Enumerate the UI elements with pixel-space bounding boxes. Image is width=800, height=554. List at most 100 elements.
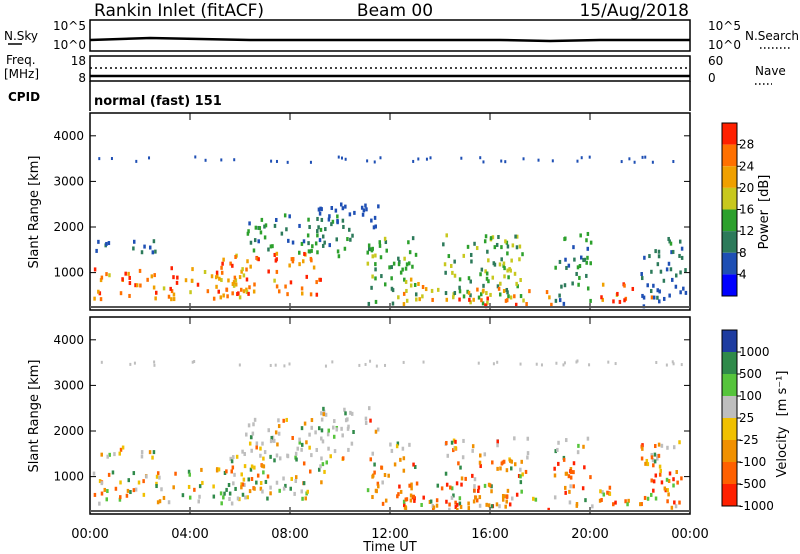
velocity-cell: [300, 489, 304, 494]
power-cell: [238, 275, 242, 280]
power-cell: [623, 283, 626, 288]
velocity-cell: [368, 406, 371, 411]
velocity-cell: [105, 497, 109, 502]
velocity-cell: [271, 438, 275, 443]
velocity-cell: [371, 451, 375, 456]
power-cell: [525, 302, 528, 307]
power-cell: [572, 245, 575, 250]
power-cell: [516, 284, 519, 289]
power-cell: [447, 254, 451, 259]
power-cell: [451, 270, 454, 275]
power-cell: [245, 290, 249, 295]
velocity-cell: [324, 364, 327, 368]
velocity-cell: [446, 453, 450, 458]
power-cell: [500, 159, 503, 163]
velocity-cell: [410, 486, 413, 491]
velocity-cell: [219, 491, 223, 496]
power-cell: [671, 249, 675, 254]
power-cell: [331, 219, 335, 224]
power-cell: [317, 225, 320, 230]
power-cell: [316, 216, 319, 221]
power-cell: [298, 250, 301, 255]
power-cell: [507, 294, 510, 299]
velocity-cell: [668, 471, 672, 476]
velocity-cell: [300, 442, 304, 447]
power-cell: [391, 288, 395, 293]
power-cell: [641, 155, 644, 159]
power-cell: [503, 266, 506, 271]
velocity-cell: [332, 425, 335, 430]
power-cell: [514, 234, 517, 239]
velocity-cell: [458, 496, 462, 501]
velocity-cell: [249, 435, 253, 440]
velocity-cell: [100, 360, 103, 364]
power-cell: [341, 218, 345, 223]
velocity-cell: [455, 502, 459, 507]
noise-left-tick-bottom: 10^0: [53, 38, 86, 52]
power-cell: [509, 295, 513, 300]
velocity-cell: [271, 435, 275, 440]
velocity-cell: [399, 457, 402, 462]
velocity-cell: [556, 447, 559, 452]
velocity-cell: [284, 483, 287, 488]
power-cell: [462, 253, 466, 258]
velocity-cell: [246, 495, 250, 500]
velocity-cell: [584, 498, 587, 503]
power-cell: [291, 259, 295, 264]
power-cell: [219, 295, 223, 300]
velocity-cell: [519, 362, 522, 366]
power-cell: [383, 236, 387, 241]
power-cell: [405, 298, 409, 303]
power-cell: [554, 298, 558, 303]
noise-left-label: N.Sky: [4, 29, 38, 43]
power-cell: [300, 291, 304, 296]
velocity-cell: [376, 427, 380, 432]
velocity-cell: [483, 483, 487, 488]
velocity-cell: [274, 430, 278, 435]
power-cell: [196, 282, 200, 287]
velocity-cell: [156, 500, 160, 505]
velocity-colorbar-label: Velocity [m s⁻¹]: [775, 371, 790, 478]
power-cell: [398, 259, 401, 264]
velocity-colorbar-segment: [722, 484, 737, 506]
velocity-cell: [553, 473, 557, 478]
power-cell: [684, 268, 687, 273]
power-cell: [324, 227, 327, 232]
power-cell: [670, 250, 673, 255]
velocity-cell: [282, 476, 285, 481]
power-cell: [669, 267, 673, 272]
velocity-cell: [506, 488, 510, 493]
velocity-cell: [495, 502, 499, 507]
power-cell: [301, 259, 305, 264]
power-cell: [650, 269, 653, 274]
velocity-cell: [608, 485, 612, 490]
power-cell: [414, 252, 418, 257]
power-cell: [222, 293, 225, 298]
power-cell: [148, 156, 151, 160]
power-colorbar-tick-label: 12: [739, 224, 754, 238]
power-ytick-label: 4000: [53, 129, 84, 143]
freq-right-tick-bottom: 0: [708, 71, 716, 85]
power-cell: [206, 289, 210, 294]
velocity-cell: [278, 456, 282, 461]
power-cell: [586, 286, 590, 291]
power-cell: [443, 262, 447, 267]
time-axis-labels: 00:00 04:00 08:00 12:00 16:00 20:00 00:00: [71, 527, 708, 542]
velocity-cell: [275, 480, 279, 485]
velocity-cell: [460, 476, 464, 481]
velocity-cell: [478, 460, 482, 465]
power-cell: [290, 257, 294, 262]
velocity-cell: [588, 363, 591, 367]
velocity-cell: [487, 482, 491, 487]
velocity-cell: [259, 453, 262, 458]
velocity-cell: [575, 501, 579, 506]
velocity-cell: [420, 502, 423, 507]
velocity-cell: [471, 473, 474, 478]
power-cell: [360, 205, 364, 210]
power-cell: [318, 211, 322, 216]
velocity-cell: [640, 502, 643, 507]
power-cell: [367, 243, 371, 248]
velocity-cell: [608, 491, 612, 496]
power-cell: [479, 272, 482, 277]
velocity-cell: [375, 489, 378, 494]
